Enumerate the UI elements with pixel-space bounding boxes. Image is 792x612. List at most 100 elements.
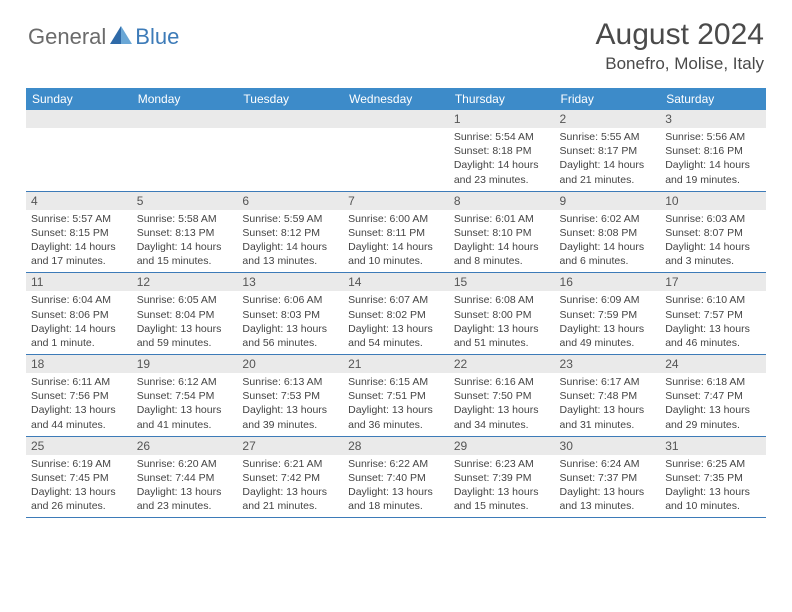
sunset-text: Sunset: 7:57 PM [665, 308, 761, 322]
day-header-saturday: Saturday [660, 88, 766, 110]
sunset-text: Sunset: 8:06 PM [31, 308, 127, 322]
sunset-text: Sunset: 7:45 PM [31, 471, 127, 485]
sunrise-text: Sunrise: 5:57 AM [31, 212, 127, 226]
sunrise-text: Sunrise: 6:17 AM [560, 375, 656, 389]
day-number: 16 [555, 273, 661, 292]
day-cell [26, 128, 132, 191]
sunrise-text: Sunrise: 6:21 AM [242, 457, 338, 471]
day-info-row: Sunrise: 6:04 AMSunset: 8:06 PMDaylight:… [26, 291, 766, 354]
daynum-row: 25262728293031 [26, 436, 766, 455]
day-number: 4 [26, 191, 132, 210]
day-number [237, 110, 343, 128]
day-number: 20 [237, 355, 343, 374]
day-number: 9 [555, 191, 661, 210]
sunset-text: Sunset: 8:08 PM [560, 226, 656, 240]
day-number: 30 [555, 436, 661, 455]
sunrise-text: Sunrise: 6:18 AM [665, 375, 761, 389]
day-cell: Sunrise: 6:16 AMSunset: 7:50 PMDaylight:… [449, 373, 555, 436]
day-number: 18 [26, 355, 132, 374]
sunrise-text: Sunrise: 6:01 AM [454, 212, 550, 226]
daynum-row: 11121314151617 [26, 273, 766, 292]
day-cell: Sunrise: 5:54 AMSunset: 8:18 PMDaylight:… [449, 128, 555, 191]
daylight-text: Daylight: 14 hours and 19 minutes. [665, 158, 761, 186]
day-cell: Sunrise: 6:21 AMSunset: 7:42 PMDaylight:… [237, 455, 343, 518]
day-cell: Sunrise: 6:11 AMSunset: 7:56 PMDaylight:… [26, 373, 132, 436]
day-number: 27 [237, 436, 343, 455]
day-header-friday: Friday [555, 88, 661, 110]
daylight-text: Daylight: 14 hours and 1 minute. [31, 322, 127, 350]
day-cell: Sunrise: 6:08 AMSunset: 8:00 PMDaylight:… [449, 291, 555, 354]
sunrise-text: Sunrise: 5:58 AM [137, 212, 233, 226]
day-number: 23 [555, 355, 661, 374]
day-cell: Sunrise: 6:02 AMSunset: 8:08 PMDaylight:… [555, 210, 661, 273]
title-block: August 2024 Bonefro, Molise, Italy [596, 18, 764, 74]
day-cell: Sunrise: 6:07 AMSunset: 8:02 PMDaylight:… [343, 291, 449, 354]
day-cell: Sunrise: 6:05 AMSunset: 8:04 PMDaylight:… [132, 291, 238, 354]
daylight-text: Daylight: 13 hours and 36 minutes. [348, 403, 444, 431]
day-cell: Sunrise: 6:06 AMSunset: 8:03 PMDaylight:… [237, 291, 343, 354]
day-header-monday: Monday [132, 88, 238, 110]
sunrise-text: Sunrise: 6:15 AM [348, 375, 444, 389]
day-cell: Sunrise: 5:55 AMSunset: 8:17 PMDaylight:… [555, 128, 661, 191]
day-number: 3 [660, 110, 766, 128]
sunset-text: Sunset: 7:42 PM [242, 471, 338, 485]
day-number: 11 [26, 273, 132, 292]
day-number: 8 [449, 191, 555, 210]
sunset-text: Sunset: 8:13 PM [137, 226, 233, 240]
sunset-text: Sunset: 8:10 PM [454, 226, 550, 240]
daylight-text: Daylight: 13 hours and 34 minutes. [454, 403, 550, 431]
daylight-text: Daylight: 13 hours and 46 minutes. [665, 322, 761, 350]
sunset-text: Sunset: 8:03 PM [242, 308, 338, 322]
daylight-text: Daylight: 14 hours and 23 minutes. [454, 158, 550, 186]
day-number: 29 [449, 436, 555, 455]
daylight-text: Daylight: 13 hours and 51 minutes. [454, 322, 550, 350]
sunrise-text: Sunrise: 6:22 AM [348, 457, 444, 471]
brand-logo: General Blue [28, 24, 179, 50]
sunset-text: Sunset: 7:56 PM [31, 389, 127, 403]
day-cell: Sunrise: 6:18 AMSunset: 7:47 PMDaylight:… [660, 373, 766, 436]
day-cell: Sunrise: 6:22 AMSunset: 7:40 PMDaylight:… [343, 455, 449, 518]
sunset-text: Sunset: 7:35 PM [665, 471, 761, 485]
day-cell: Sunrise: 6:10 AMSunset: 7:57 PMDaylight:… [660, 291, 766, 354]
day-header-sunday: Sunday [26, 88, 132, 110]
day-number [26, 110, 132, 128]
sunset-text: Sunset: 7:48 PM [560, 389, 656, 403]
sunset-text: Sunset: 8:00 PM [454, 308, 550, 322]
day-number: 22 [449, 355, 555, 374]
daylight-text: Daylight: 13 hours and 10 minutes. [665, 485, 761, 513]
day-cell: Sunrise: 6:15 AMSunset: 7:51 PMDaylight:… [343, 373, 449, 436]
day-cell: Sunrise: 6:12 AMSunset: 7:54 PMDaylight:… [132, 373, 238, 436]
day-cell: Sunrise: 5:58 AMSunset: 8:13 PMDaylight:… [132, 210, 238, 273]
daylight-text: Daylight: 14 hours and 21 minutes. [560, 158, 656, 186]
sunset-text: Sunset: 8:07 PM [665, 226, 761, 240]
day-cell: Sunrise: 6:24 AMSunset: 7:37 PMDaylight:… [555, 455, 661, 518]
day-cell [237, 128, 343, 191]
daylight-text: Daylight: 13 hours and 49 minutes. [560, 322, 656, 350]
sunset-text: Sunset: 8:12 PM [242, 226, 338, 240]
day-number: 24 [660, 355, 766, 374]
sunset-text: Sunset: 8:02 PM [348, 308, 444, 322]
day-number: 6 [237, 191, 343, 210]
sunset-text: Sunset: 7:40 PM [348, 471, 444, 485]
sunset-text: Sunset: 7:39 PM [454, 471, 550, 485]
day-cell [132, 128, 238, 191]
daylight-text: Daylight: 13 hours and 44 minutes. [31, 403, 127, 431]
day-number [343, 110, 449, 128]
day-number [132, 110, 238, 128]
day-number: 31 [660, 436, 766, 455]
daylight-text: Daylight: 14 hours and 8 minutes. [454, 240, 550, 268]
sunrise-text: Sunrise: 6:02 AM [560, 212, 656, 226]
sunset-text: Sunset: 8:18 PM [454, 144, 550, 158]
sunset-text: Sunset: 7:51 PM [348, 389, 444, 403]
sunrise-text: Sunrise: 6:23 AM [454, 457, 550, 471]
sunset-text: Sunset: 8:11 PM [348, 226, 444, 240]
sunset-text: Sunset: 7:47 PM [665, 389, 761, 403]
sunrise-text: Sunrise: 5:56 AM [665, 130, 761, 144]
day-header-tuesday: Tuesday [237, 88, 343, 110]
day-header-row: SundayMondayTuesdayWednesdayThursdayFrid… [26, 88, 766, 110]
sunrise-text: Sunrise: 6:05 AM [137, 293, 233, 307]
daylight-text: Daylight: 13 hours and 13 minutes. [560, 485, 656, 513]
day-cell: Sunrise: 6:09 AMSunset: 7:59 PMDaylight:… [555, 291, 661, 354]
day-number: 17 [660, 273, 766, 292]
day-info-row: Sunrise: 6:11 AMSunset: 7:56 PMDaylight:… [26, 373, 766, 436]
